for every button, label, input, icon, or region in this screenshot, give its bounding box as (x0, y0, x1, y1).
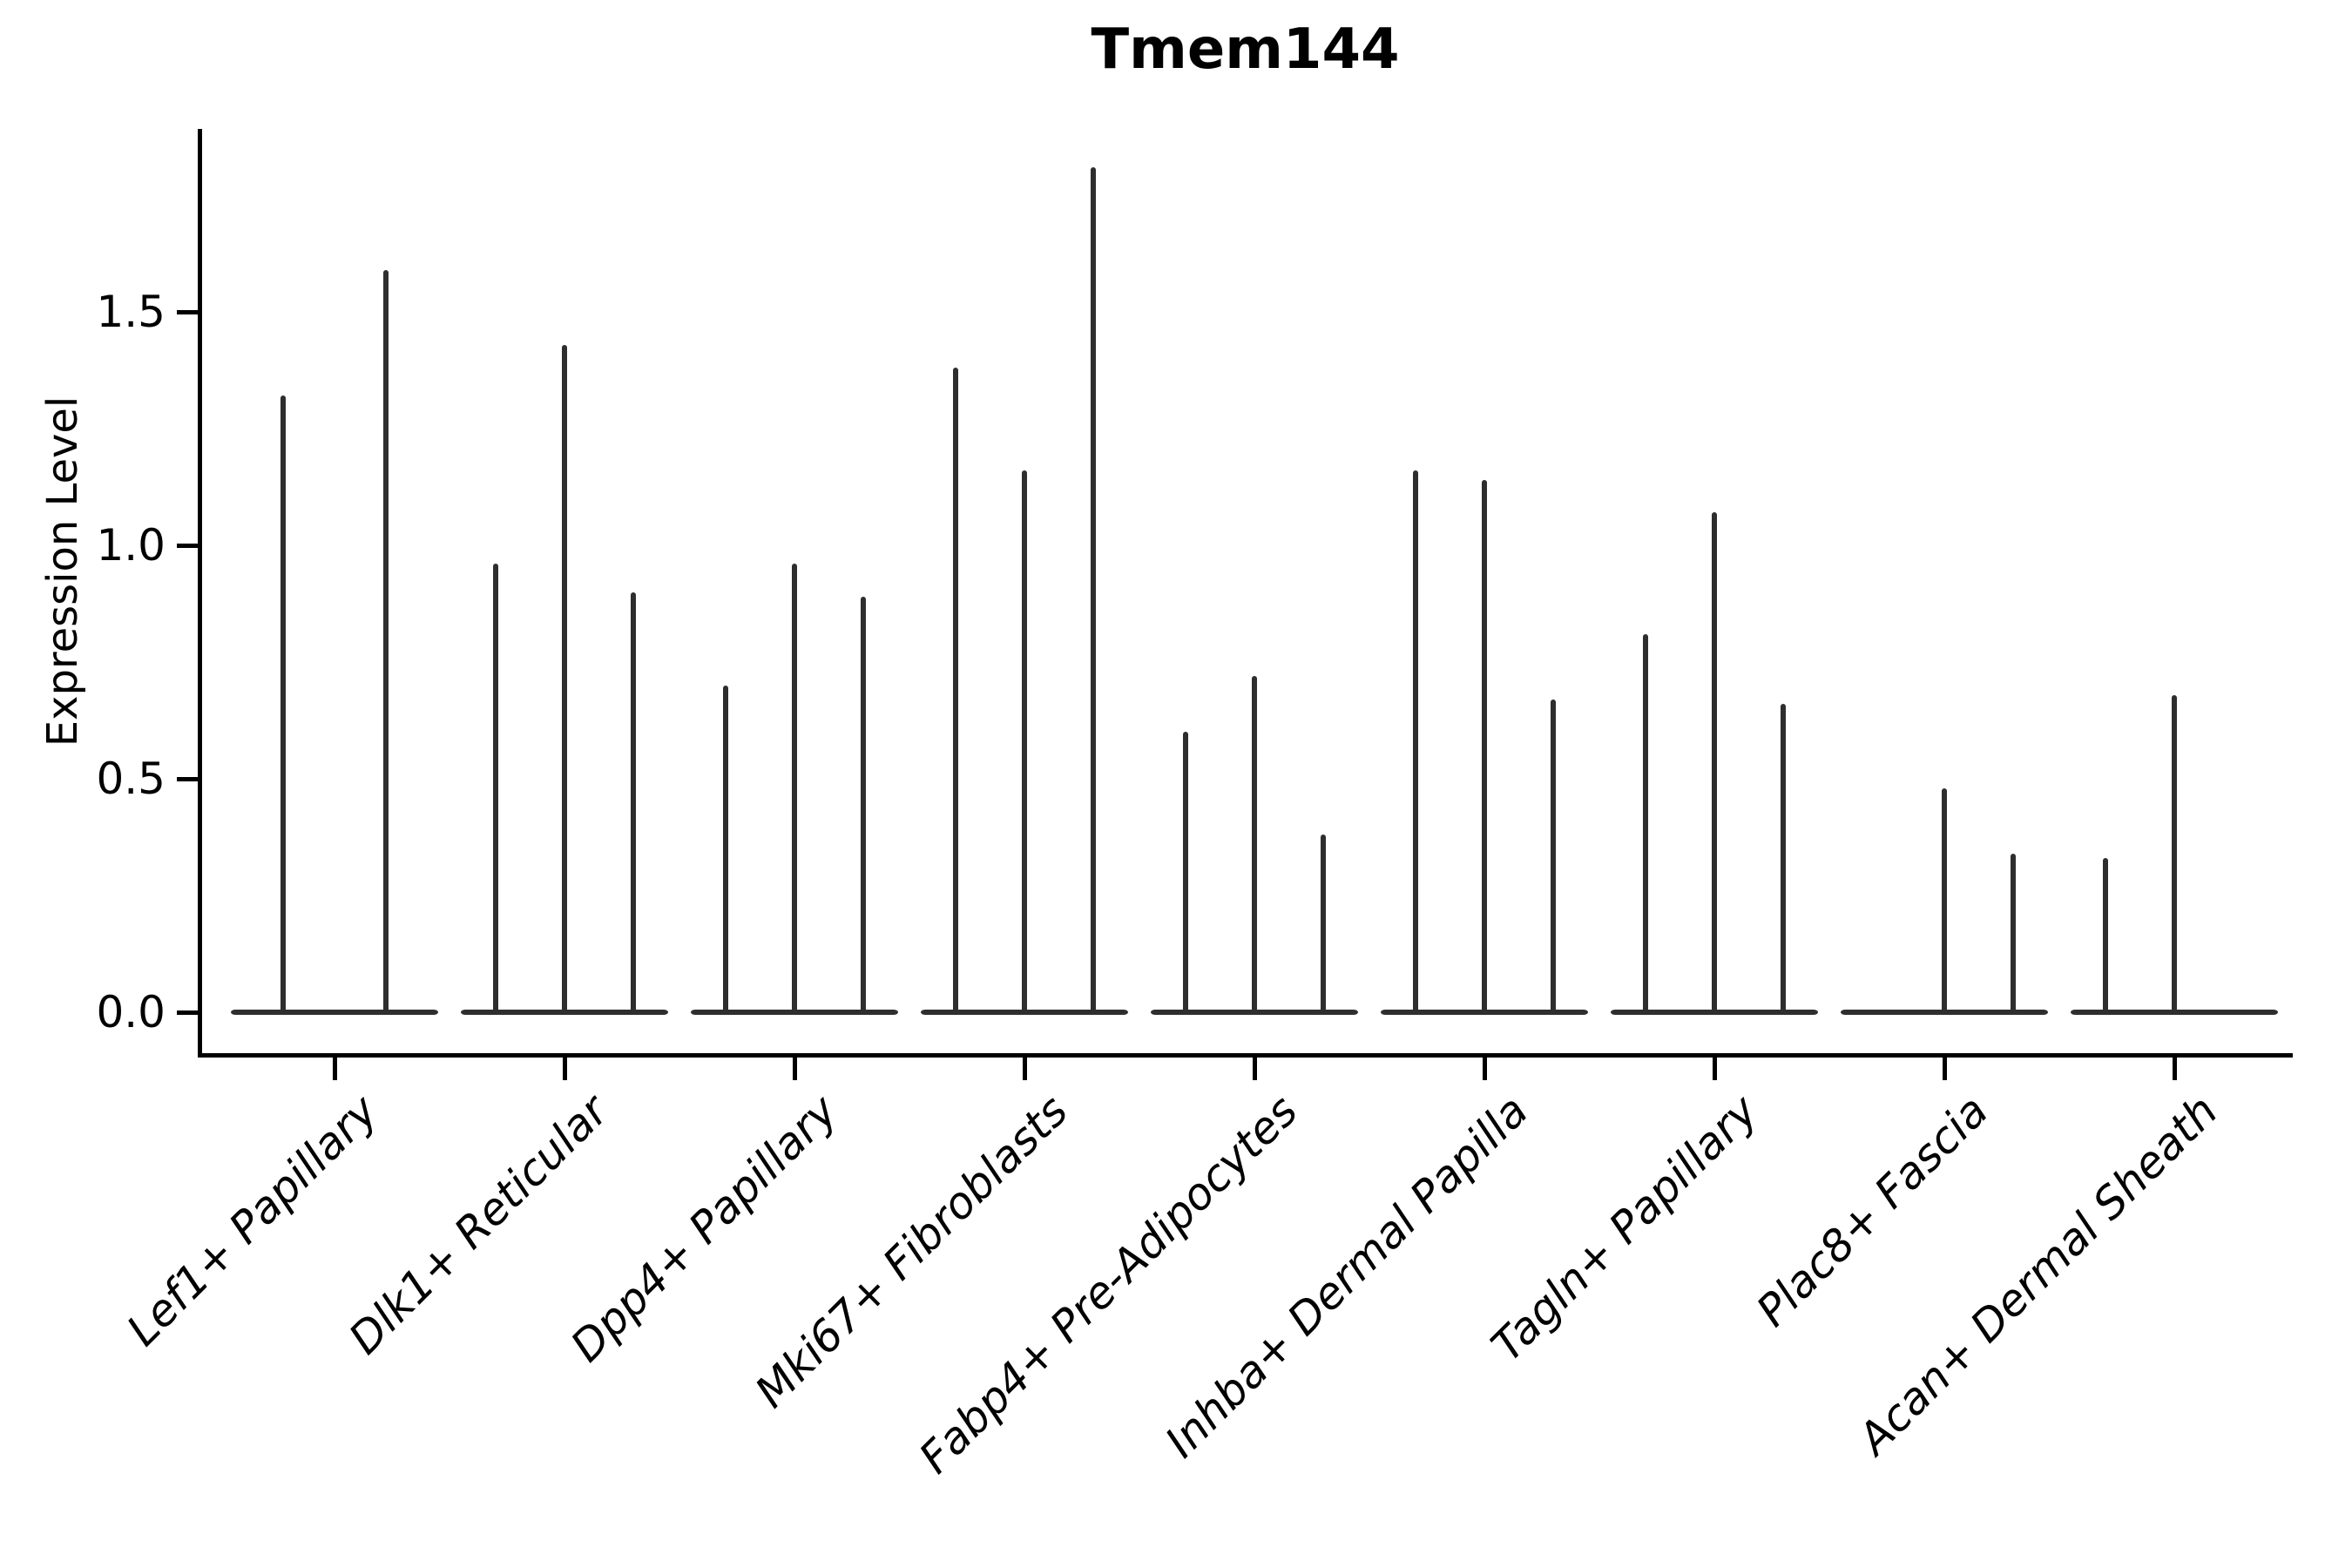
y-tick-label: 0.0 (96, 987, 166, 1037)
violin-spike (2172, 694, 2177, 1015)
violin-spike (792, 564, 797, 1015)
violin-spike (2103, 858, 2108, 1015)
violin-spike (1252, 676, 1257, 1015)
violin-spike (1712, 512, 1717, 1015)
violin-spike (1413, 470, 1418, 1015)
violin-spike (562, 344, 567, 1015)
violin-spike (1643, 633, 1648, 1015)
x-tick-mark (2172, 1058, 2177, 1080)
violin-spike (1183, 732, 1188, 1015)
x-tick-mark (1482, 1058, 1487, 1080)
x-tick-label: Fabp4+ Pre-Adipocytes (909, 1085, 1308, 1484)
x-tick-mark (1712, 1058, 1717, 1080)
x-tick-mark (1942, 1058, 1947, 1080)
violin-spike (631, 591, 636, 1015)
violin-spike (1022, 470, 1027, 1015)
x-tick-mark (792, 1058, 797, 1080)
y-tick-mark (177, 309, 198, 314)
x-tick-mark (1252, 1058, 1257, 1080)
violin-spike (1551, 699, 1556, 1015)
violin-spike (1091, 166, 1096, 1015)
chart-title: Tmem144 (1091, 17, 1400, 82)
x-tick-label: Lef1+ Papillary (117, 1085, 389, 1356)
x-axis-spine (198, 1053, 2293, 1058)
y-tick-mark (177, 543, 198, 548)
y-tick-label: 1.0 (96, 520, 166, 571)
y-tick-label: 1.5 (96, 287, 166, 337)
violin-spike (1482, 479, 1487, 1015)
violin-spike (1781, 704, 1786, 1015)
y-axis-spine (198, 129, 202, 1058)
x-tick-label: Plac8+ Fascia (1747, 1085, 1998, 1336)
violin-spike (1942, 787, 1947, 1015)
x-tick-mark (562, 1058, 567, 1080)
y-tick-mark (177, 776, 198, 781)
violin-spike (2011, 853, 2016, 1015)
y-tick-mark (177, 1010, 198, 1015)
violin-spike (1321, 835, 1326, 1015)
violin-spike (493, 564, 498, 1015)
violin-spike (723, 685, 728, 1015)
violin-spike (383, 269, 389, 1015)
y-tick-label: 0.5 (96, 754, 166, 804)
x-tick-mark (332, 1058, 337, 1080)
violin-spike (280, 395, 286, 1015)
violin-spike (861, 596, 866, 1015)
violin-spike (953, 368, 958, 1015)
violin-base (231, 1010, 438, 1015)
x-tick-mark (1022, 1058, 1027, 1080)
